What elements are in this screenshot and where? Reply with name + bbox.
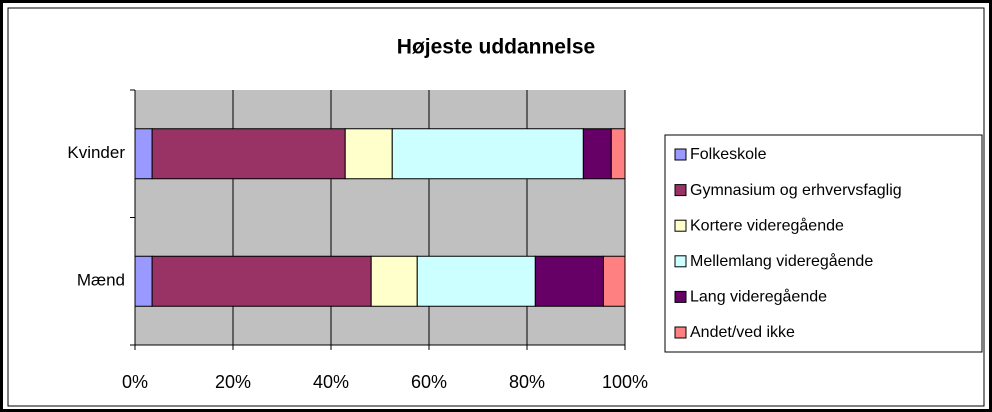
x-tick-label: 60%	[411, 372, 447, 392]
chart-area-border	[7, 7, 985, 407]
bar	[370, 255, 418, 307]
legend-label: Andet/ved ikke	[690, 324, 795, 341]
x-tick-label: 40%	[313, 372, 349, 392]
legend-label: Kortere videregående	[690, 216, 844, 234]
bar	[534, 255, 604, 307]
bar	[602, 255, 626, 307]
legend-swatch	[674, 148, 687, 161]
y-tick-label: Mænd	[77, 271, 125, 290]
bar	[134, 128, 153, 180]
bar	[344, 128, 393, 180]
legend-label: Mellemlang videregående	[690, 252, 873, 270]
legend-label: Gymnasium og erhvervsfaglig	[690, 182, 902, 199]
legend-swatch	[674, 290, 687, 303]
legend	[664, 134, 983, 353]
bar	[416, 255, 536, 307]
x-tick-label: 0%	[122, 372, 148, 392]
legend-swatch	[674, 255, 687, 268]
bar	[134, 255, 153, 307]
legend-label: Folkeskole	[690, 146, 767, 163]
x-tick-label: 20%	[215, 372, 251, 392]
legend-label: Lang videregående	[690, 288, 827, 306]
y-tick-label: Kvinder	[67, 143, 125, 162]
bar	[151, 255, 372, 307]
x-tick-label: 80%	[509, 372, 545, 392]
x-tick-label: 100%	[602, 372, 648, 392]
chart-title: Højeste uddannelse	[397, 36, 595, 59]
bar	[151, 128, 346, 180]
legend-swatch	[674, 184, 687, 197]
legend-swatch	[674, 326, 687, 339]
legend-swatch	[674, 219, 687, 232]
bar	[391, 128, 584, 180]
bar	[610, 128, 626, 180]
bar	[582, 128, 612, 180]
